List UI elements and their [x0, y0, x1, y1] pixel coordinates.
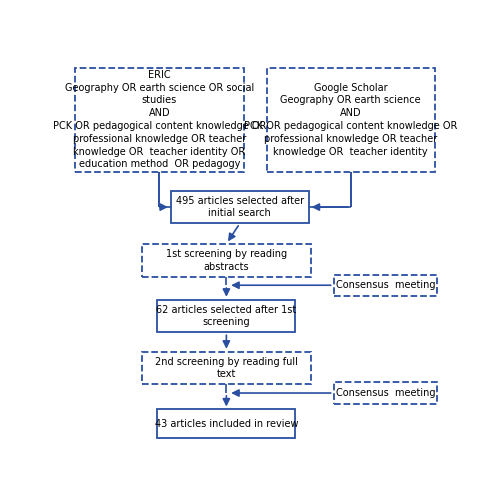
- Text: 43 articles included in review: 43 articles included in review: [155, 419, 298, 429]
- Bar: [267, 68, 435, 172]
- Bar: [142, 244, 311, 276]
- Bar: [75, 68, 244, 172]
- Text: ERIC
Geography OR earth science OR social
studies
AND
PCK OR pedagogical content: ERIC Geography OR earth science OR socia…: [53, 70, 266, 170]
- Text: 495 articles selected after
initial search: 495 articles selected after initial sear…: [176, 196, 304, 218]
- Text: Google Scholar
Geography OR earth science
AND
PCK OR pedagogical content knowled: Google Scholar Geography OR earth scienc…: [244, 82, 457, 156]
- Text: 1st screening by reading
abstracts: 1st screening by reading abstracts: [166, 249, 287, 272]
- Bar: [333, 274, 437, 296]
- Text: Consensus  meeting: Consensus meeting: [335, 280, 435, 290]
- Bar: [171, 190, 309, 224]
- Bar: [333, 382, 437, 404]
- Text: 62 articles selected after 1st
screening: 62 articles selected after 1st screening: [156, 304, 296, 328]
- Bar: [158, 300, 295, 332]
- Bar: [158, 410, 295, 438]
- Text: Consensus  meeting: Consensus meeting: [335, 388, 435, 398]
- Text: 2nd screening by reading full
text: 2nd screening by reading full text: [155, 356, 298, 380]
- Bar: [142, 352, 311, 384]
